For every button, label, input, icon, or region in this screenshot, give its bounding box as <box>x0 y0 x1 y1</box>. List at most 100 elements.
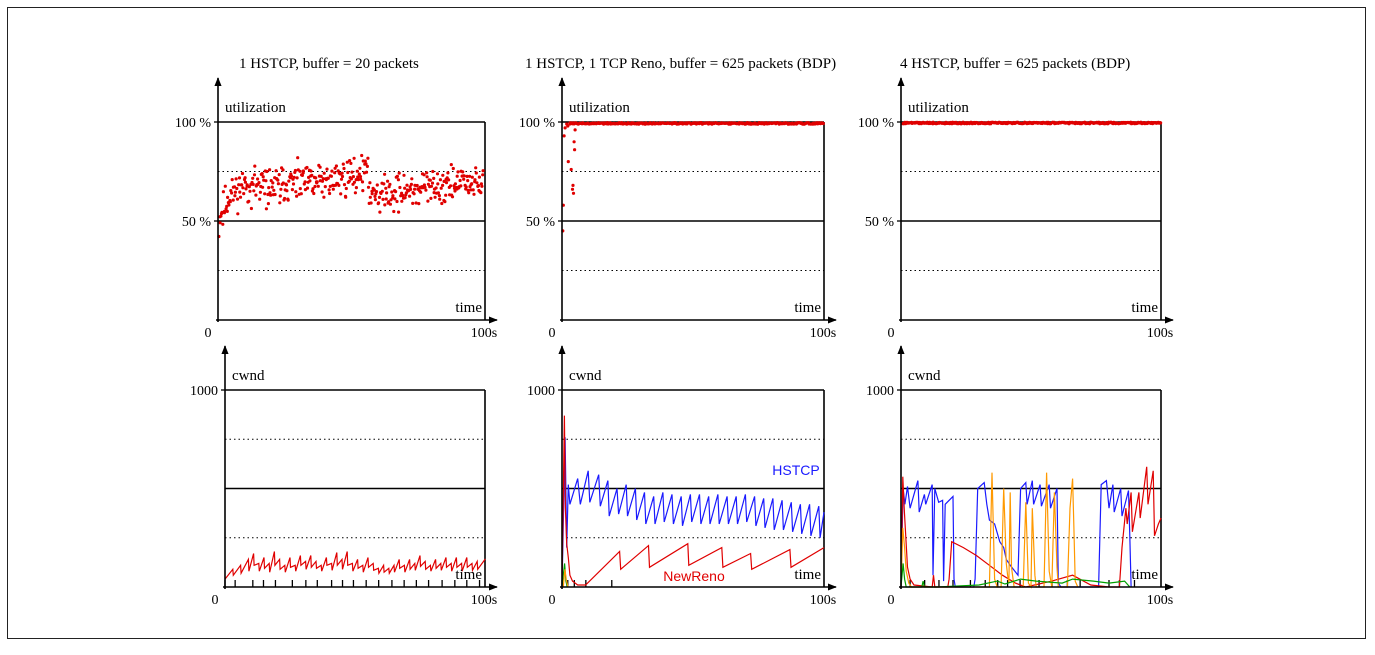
data-point <box>464 185 468 189</box>
data-point <box>481 169 485 173</box>
data-point <box>284 183 289 187</box>
chart-canvas: 1 HSTCP, buffer = 20 packets 100 % 50 % uti… <box>175 56 1174 608</box>
data-point <box>468 174 472 178</box>
data-point <box>245 183 249 187</box>
data-point <box>221 222 225 226</box>
data-point <box>563 126 567 130</box>
data-point <box>236 212 240 216</box>
data-point <box>430 181 435 185</box>
panel-cwnd-2: 1000 cwnd time 0 100s <box>527 345 837 608</box>
data-point <box>349 177 353 181</box>
y-tick-label: 1000 <box>190 384 218 399</box>
data-point <box>401 193 405 198</box>
data-point <box>566 124 570 128</box>
data-point <box>257 181 261 185</box>
data-point <box>286 198 290 202</box>
data-point <box>442 179 446 183</box>
data-point <box>440 201 444 206</box>
data-point <box>374 190 379 194</box>
data-point <box>428 178 432 182</box>
data-point <box>369 201 373 205</box>
y-tick-label: 50 % <box>865 215 895 230</box>
data-point <box>373 198 377 202</box>
data-point <box>221 190 225 194</box>
y-axis-label: utilization <box>225 100 286 116</box>
data-point <box>569 167 573 172</box>
data-point <box>408 194 412 198</box>
data-point <box>345 160 349 164</box>
data-point <box>341 162 345 166</box>
series-line <box>561 415 825 588</box>
data-point <box>571 191 576 195</box>
series-label-hstcp: HSTCP <box>772 462 819 478</box>
data-point <box>263 192 267 196</box>
data-point <box>314 176 318 180</box>
data-point <box>397 210 401 214</box>
data-point <box>477 175 481 179</box>
data-point <box>253 164 257 168</box>
data-point <box>277 173 281 177</box>
data-point <box>292 175 296 179</box>
data-point <box>337 183 341 187</box>
data-point <box>451 166 455 171</box>
data-point <box>474 171 478 175</box>
data-point <box>241 186 245 190</box>
data-point <box>383 203 387 207</box>
data-point <box>312 191 316 196</box>
data-point <box>283 196 287 201</box>
data-point <box>444 193 448 197</box>
data-point <box>289 174 293 178</box>
data-point <box>323 185 327 189</box>
data-point <box>388 202 392 206</box>
data-point <box>462 177 466 181</box>
data-point <box>403 186 407 190</box>
panel-title: 1 HSTCP, 1 TCP Reno, buffer = 625 packet… <box>525 56 836 72</box>
panel-util-1: 1 HSTCP, buffer = 20 packets 100 % 50 % uti… <box>175 56 498 341</box>
data-point <box>354 178 358 182</box>
data-point <box>411 201 415 205</box>
data-point <box>394 190 398 194</box>
data-point <box>268 191 272 195</box>
data-point <box>251 176 255 180</box>
data-point <box>248 189 252 193</box>
data-point <box>258 190 262 194</box>
x-axis-label: time <box>455 567 482 583</box>
data-point <box>384 197 388 201</box>
series-line <box>562 569 569 588</box>
data-point <box>419 190 423 194</box>
data-point <box>573 128 577 132</box>
data-point <box>370 192 374 196</box>
panel-title: 4 HSTCP, buffer = 625 packets (BDP) <box>900 56 1130 72</box>
data-point <box>573 148 577 152</box>
data-point <box>224 207 228 211</box>
data-point <box>462 174 466 178</box>
series-util-2-0 <box>561 121 825 233</box>
series-cwnd-1-0 <box>224 551 486 580</box>
data-point <box>453 189 457 193</box>
data-point <box>368 181 372 185</box>
data-point <box>233 194 237 198</box>
data-point <box>467 191 471 195</box>
data-point <box>318 165 322 169</box>
data-point <box>358 166 362 170</box>
series-label-newreno: NewReno <box>663 568 725 584</box>
data-point <box>360 180 365 184</box>
data-point <box>249 206 253 211</box>
data-point <box>352 180 356 184</box>
data-point <box>425 175 429 179</box>
data-point <box>415 183 419 188</box>
series-line <box>561 437 825 588</box>
data-point <box>422 173 426 177</box>
data-point <box>366 156 370 160</box>
data-point <box>466 179 470 183</box>
x-axis-label: time <box>1131 300 1158 316</box>
data-point <box>1159 121 1163 125</box>
data-point <box>272 188 276 192</box>
panel-util-2: 1 HSTCP, 1 TCP Reno, buffer = 625 packet… <box>519 56 837 341</box>
data-point <box>238 190 242 194</box>
data-point <box>238 195 243 199</box>
data-point <box>251 182 255 186</box>
data-point <box>429 196 433 200</box>
data-point <box>438 197 442 201</box>
data-point <box>446 171 450 175</box>
